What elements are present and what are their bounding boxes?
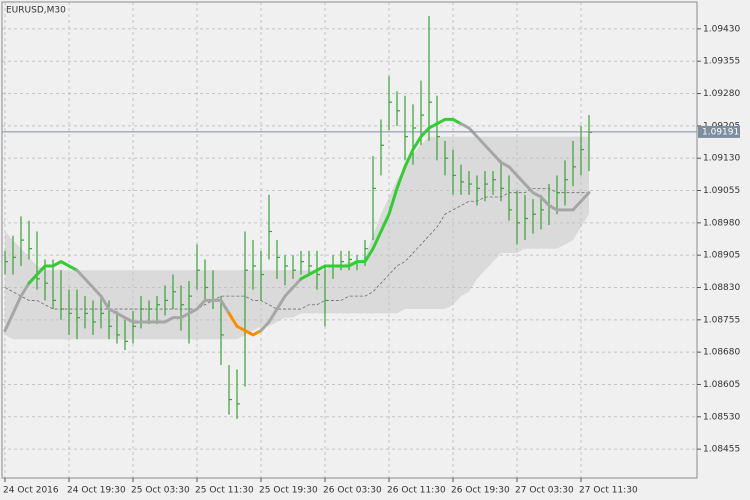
y-tick-label: 1.09430: [703, 24, 740, 34]
x-tick-label: 25 Oct 11:30: [195, 486, 254, 496]
y-tick-label: 1.08530: [703, 412, 740, 422]
x-tick-label: 25 Oct 03:30: [131, 486, 190, 496]
x-tick-label: 24 Oct 19:30: [67, 486, 126, 496]
y-tick-label: 1.09130: [703, 154, 740, 164]
y-tick-label: 1.08755: [703, 315, 740, 325]
moving-average: [227, 311, 263, 337]
chart-title: EURUSD,M30: [6, 6, 66, 16]
moving-average: [27, 260, 79, 285]
y-tick-label: 1.08905: [703, 251, 740, 261]
y-tick-label: 1.08605: [703, 380, 740, 390]
moving-average: [75, 268, 231, 324]
current-price-box: [698, 125, 740, 138]
x-tick-label: 27 Oct 03:30: [515, 486, 574, 496]
envelope-band: [5, 136, 589, 340]
moving-average: [3, 281, 31, 333]
x-tick-label: 26 Oct 11:30: [387, 486, 446, 496]
moving-average: [459, 122, 591, 212]
x-tick-label: 25 Oct 19:30: [259, 486, 318, 496]
y-tick-label: 1.08830: [703, 283, 740, 293]
x-tick-label: 26 Oct 03:30: [323, 486, 382, 496]
envelope-mid: [4, 187, 589, 310]
y-tick-label: 1.08455: [703, 445, 740, 455]
moving-average: [299, 117, 463, 281]
current-price-label: 1.09191: [702, 127, 739, 137]
x-tick-label: 24 Oct 2016: [3, 486, 59, 496]
y-tick-label: 1.08680: [703, 348, 740, 358]
y-tick-label: 1.08980: [703, 218, 740, 228]
y-tick-label: 1.09280: [703, 89, 740, 99]
y-tick-label: 1.09355: [703, 57, 740, 67]
x-tick-label: 26 Oct 19:30: [451, 486, 510, 496]
y-tick-label: 1.09055: [703, 186, 740, 196]
moving-average: [259, 277, 303, 333]
plot-border: [1, 1, 698, 479]
x-tick-label: 27 Oct 11:30: [579, 486, 638, 496]
plot-area: [2, 2, 697, 478]
